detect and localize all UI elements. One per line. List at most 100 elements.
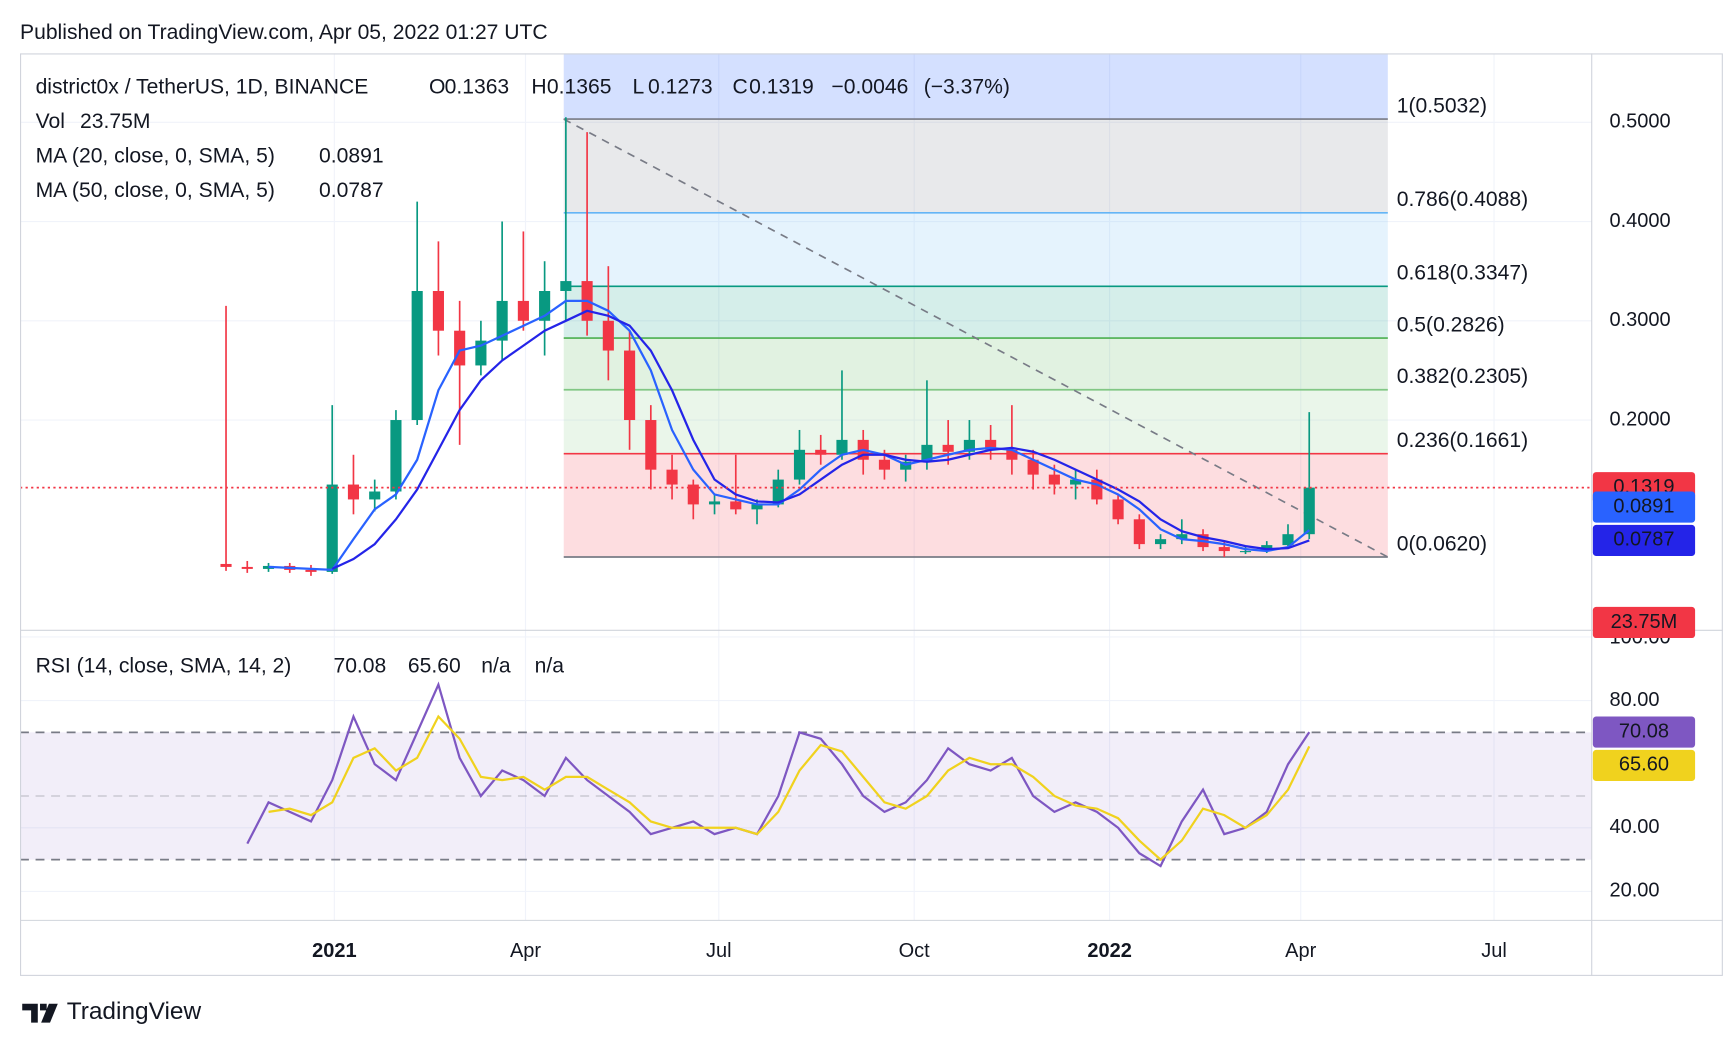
ma50-label-box bbox=[1592, 524, 1696, 556]
legend-value: 0.1365 bbox=[547, 75, 612, 98]
candle-body bbox=[1239, 551, 1252, 553]
legend-name: MA (20, close, 0, SMA, 5) bbox=[36, 144, 275, 167]
rsi-ma-label-box bbox=[1592, 749, 1696, 782]
candle-body bbox=[751, 504, 763, 510]
candle-body bbox=[241, 566, 253, 569]
fib-label: 0.618(0.3347) bbox=[1397, 262, 1528, 285]
ma20-label: 0.0891 bbox=[1613, 495, 1674, 517]
candle-body bbox=[454, 330, 466, 366]
ma-line bbox=[268, 299, 1310, 572]
legend-key: O bbox=[429, 75, 445, 98]
candle-body bbox=[730, 501, 742, 510]
candle-body bbox=[411, 290, 423, 421]
brand: TradingView bbox=[67, 998, 202, 1025]
legend-value: 0.0787 bbox=[319, 179, 384, 202]
candle-body bbox=[369, 491, 381, 500]
chart-title: Published on TradingView.com, Apr 05, 20… bbox=[20, 21, 548, 44]
candle-body bbox=[1176, 534, 1188, 540]
y-tick-label: 0.5000 bbox=[1610, 111, 1671, 133]
y-tick-label: 20.00 bbox=[1610, 880, 1660, 902]
volume-label-box bbox=[1592, 606, 1696, 639]
fib-band bbox=[563, 286, 1388, 339]
legend-value: 65.60 bbox=[408, 655, 461, 678]
candle-body bbox=[1091, 479, 1103, 500]
x-tick-label: Apr bbox=[510, 940, 541, 962]
candle-body bbox=[1048, 474, 1060, 485]
candle-body bbox=[347, 484, 360, 500]
rsi-line bbox=[246, 681, 1311, 868]
legend-symbol: district0x / TetherUS, 1D, BINANCE bbox=[36, 75, 369, 98]
legend-value: 0.0891 bbox=[319, 144, 384, 167]
candle-body bbox=[624, 350, 636, 421]
frame bbox=[20, 53, 1723, 976]
candle-body bbox=[985, 439, 997, 450]
plot bbox=[20, 53, 1592, 921]
candle-body bbox=[1155, 539, 1167, 545]
candle-body bbox=[963, 439, 975, 452]
ma20-label-box bbox=[1592, 491, 1696, 523]
x-tick-label: Jul bbox=[1481, 940, 1507, 962]
fib-band bbox=[563, 338, 1388, 390]
y-tick-label: 40.00 bbox=[1610, 816, 1660, 838]
candle-body bbox=[326, 484, 338, 572]
y-tick-label: 0.3000 bbox=[1610, 309, 1671, 331]
legend-value: n/a bbox=[535, 655, 565, 678]
candle-body bbox=[560, 281, 572, 291]
y-tick-label: 0.4000 bbox=[1610, 210, 1671, 232]
legend-value: 0.1319 bbox=[749, 75, 814, 98]
candle-body bbox=[602, 320, 614, 351]
candle-body bbox=[1006, 449, 1018, 460]
trend-line bbox=[563, 118, 1389, 558]
candle-body bbox=[708, 501, 721, 505]
rsi-ma-line bbox=[268, 714, 1311, 862]
legend-value: 23.75M bbox=[80, 110, 150, 133]
x-tick-label: Oct bbox=[899, 940, 931, 962]
candle-body bbox=[220, 563, 232, 567]
volume-label: 23.75M bbox=[1611, 611, 1678, 633]
rsi-label: 70.08 bbox=[1619, 720, 1669, 742]
candle-body bbox=[475, 340, 487, 366]
candle-body bbox=[305, 569, 317, 572]
rsi-legend-name: RSI (14, close, SMA, 14, 2) bbox=[36, 655, 292, 678]
candle-body bbox=[517, 300, 529, 321]
legend-name: MA (50, close, 0, SMA, 5) bbox=[36, 179, 275, 202]
legend-value: (−3.37%) bbox=[924, 75, 1010, 98]
fib-band bbox=[563, 389, 1388, 454]
candle-body bbox=[645, 420, 657, 470]
y-tick-label: 80.00 bbox=[1610, 689, 1660, 711]
candle-body bbox=[1303, 487, 1315, 535]
candle-body bbox=[666, 469, 678, 485]
x-tick-label: 2022 bbox=[1087, 940, 1132, 962]
fib-label: 0.786(0.4088) bbox=[1397, 188, 1528, 211]
x-tick-label: Jul bbox=[706, 940, 732, 962]
fib-extension bbox=[563, 53, 1388, 120]
fib-label: 0.236(0.1661) bbox=[1397, 429, 1528, 452]
legend-value: 0.1363 bbox=[445, 75, 510, 98]
candle-body bbox=[772, 479, 784, 505]
fib-band bbox=[563, 453, 1388, 558]
candle-body bbox=[1112, 499, 1124, 520]
fib-label: 0.382(0.2305) bbox=[1397, 365, 1528, 388]
candle-body bbox=[1133, 519, 1145, 545]
logo bbox=[22, 1003, 58, 1023]
fib-band bbox=[563, 119, 1388, 213]
ma-line bbox=[331, 309, 1310, 570]
candle-body bbox=[942, 444, 954, 452]
candle-body bbox=[793, 449, 806, 480]
candle-body bbox=[878, 459, 891, 470]
fib-label: 0(0.0620) bbox=[1397, 532, 1487, 555]
legend-value: n/a bbox=[481, 655, 511, 678]
candle-body bbox=[1027, 459, 1039, 475]
legend-key: L bbox=[632, 75, 644, 98]
candle-body bbox=[262, 565, 275, 569]
legend-value: 70.08 bbox=[333, 655, 386, 678]
candle-body bbox=[815, 449, 827, 455]
candle-body bbox=[836, 439, 848, 455]
legend-value: 0.1273 bbox=[648, 75, 713, 98]
candle-body bbox=[1070, 479, 1082, 485]
candle-body bbox=[539, 290, 551, 321]
legend-key: C bbox=[733, 75, 748, 98]
candle-body bbox=[432, 290, 444, 331]
